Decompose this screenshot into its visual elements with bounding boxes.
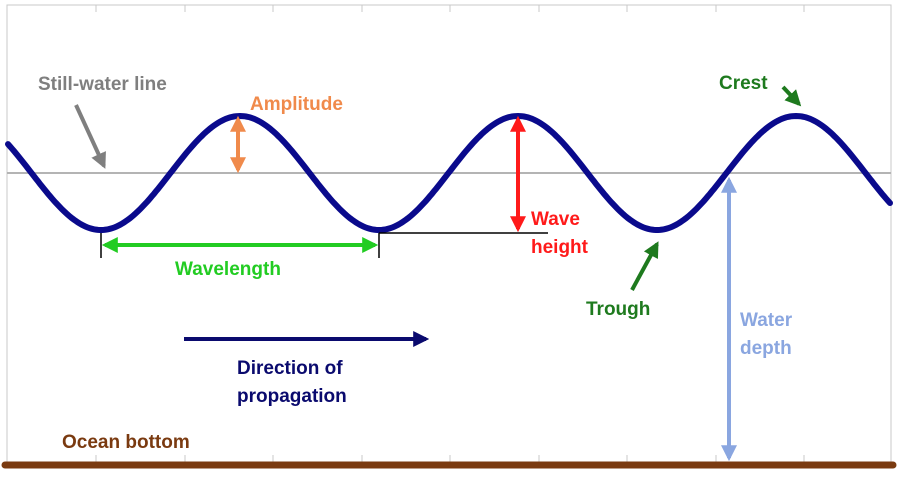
- trough-pointer: [630, 241, 659, 291]
- direction-label-line2: propagation: [237, 386, 347, 407]
- direction-label-line1: Direction of: [237, 358, 343, 379]
- crest-label: Crest: [719, 73, 768, 94]
- still-water-line-label: Still-water line: [38, 74, 167, 95]
- wavelength-label: Wavelength: [175, 259, 281, 280]
- wave-curve: [5, 112, 893, 233]
- wave-height-label-line1: Wave: [531, 209, 580, 230]
- trough-label: Trough: [586, 299, 650, 320]
- water-depth-label-line2: depth: [740, 338, 792, 359]
- wave-height-label-line2: height: [531, 237, 589, 258]
- ocean-bottom-label: Ocean bottom: [62, 432, 190, 453]
- frame-ticks: [95, 5, 805, 465]
- still-water-pointer: [74, 104, 106, 169]
- amplitude-label: Amplitude: [250, 94, 343, 115]
- water-depth-label-line1: Water: [740, 310, 793, 331]
- crest-pointer: [781, 85, 802, 107]
- diagram-frame: [6, 4, 892, 466]
